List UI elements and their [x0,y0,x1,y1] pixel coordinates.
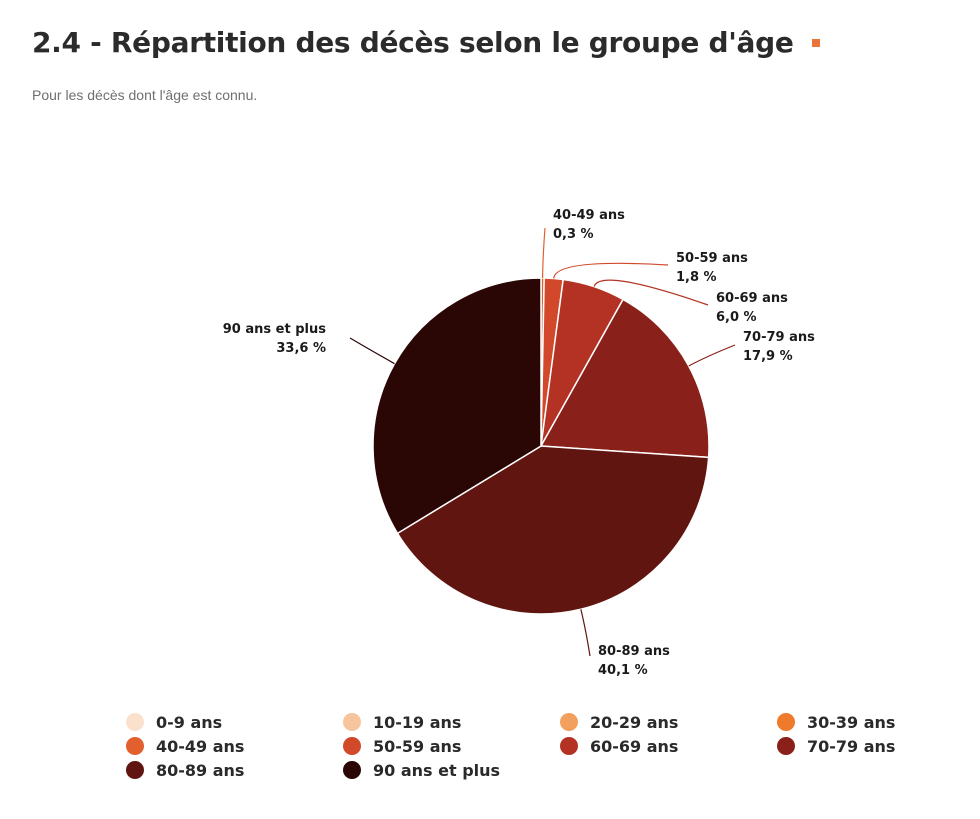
legend-swatch-icon [777,713,795,731]
chart-header: 2.4 - Répartition des décès selon le gro… [32,26,820,103]
slice-label-40-49-ans: 40-49 ans 0,3 % [553,208,625,242]
legend-item-70-79-ans[interactable]: 70-79 ans [777,735,980,757]
connector-40-49-ans [541,227,546,279]
legend-label: 0-9 ans [156,712,223,732]
connector-90-ans-et-plus [349,337,395,365]
slice-label-90-ans-et-plus: 90 ans et plus 33,6 % [223,322,326,356]
title-marker-icon [811,38,820,47]
legend-item-80-89-ans[interactable]: 80-89 ans [126,759,343,781]
slice-label-50-59-ans: 50-59 ans 1,8 % [676,251,748,285]
legend-swatch-icon [126,713,144,731]
connector-60-69-ans [593,279,709,306]
legend-swatch-icon [560,713,578,731]
legend-item-10-19-ans[interactable]: 10-19 ans [343,711,560,733]
legend-label: 30-39 ans [807,712,896,732]
pie-chart: 40-49 ans 0,3 % 50-59 ans 1,8 % 60-69 ans 6,0… [223,208,815,678]
legend-item-20-29-ans[interactable]: 20-29 ans [560,711,777,733]
legend-label: 90 ans et plus [373,760,501,780]
legend-swatch-icon [343,737,361,755]
legend-swatch-icon [560,737,578,755]
legend-item-30-39-ans[interactable]: 30-39 ans [777,711,980,733]
legend-swatch-icon [343,713,361,731]
legend-item-60-69-ans[interactable]: 60-69 ans [560,735,777,757]
slice-label-60-69-ans: 60-69 ans 6,0 % [716,291,788,325]
chart-title: 2.4 - Répartition des décès selon le gro… [32,26,794,59]
legend-label: 70-79 ans [807,736,896,756]
legend-item-40-49-ans[interactable]: 40-49 ans [126,735,343,757]
legend-item-50-59-ans[interactable]: 50-59 ans [343,735,560,757]
slice-label-70-79-ans: 70-79 ans 17,9 % [743,330,815,364]
legend-item-0-9-ans[interactable]: 0-9 ans [126,711,343,733]
legend-label: 60-69 ans [590,736,679,756]
slice-label-80-89-ans: 80-89 ans 40,1 % [598,644,670,678]
legend-label: 20-29 ans [590,712,679,732]
chart-legend: 0-9 ans 10-19 ans 20-29 ans 30-39 ans 40-49 … [126,711,926,781]
legend-label: 80-89 ans [156,760,245,780]
legend-swatch-icon [126,737,144,755]
connector-80-89-ans [580,609,591,657]
title-row: 2.4 - Répartition des décès selon le gro… [32,26,820,59]
legend-label: 40-49 ans [156,736,245,756]
legend-swatch-icon [777,737,795,755]
pie-slices [372,277,710,615]
pie-slice-90-ans-et-plus[interactable] [372,277,542,535]
connector-70-79-ans [688,344,736,367]
pie-labels: 40-49 ans 0,3 % 50-59 ans 1,8 % 60-69 ans 6,0… [223,208,815,678]
legend-swatch-icon [126,761,144,779]
legend-label: 10-19 ans [373,712,462,732]
connector-50-59-ans [553,262,669,279]
legend-item-90-ans-et-plus[interactable]: 90 ans et plus [343,759,560,781]
legend-swatch-icon [343,761,361,779]
chart-subtitle: Pour les décès dont l'âge est connu. [32,87,258,103]
legend-label: 50-59 ans [373,736,462,756]
